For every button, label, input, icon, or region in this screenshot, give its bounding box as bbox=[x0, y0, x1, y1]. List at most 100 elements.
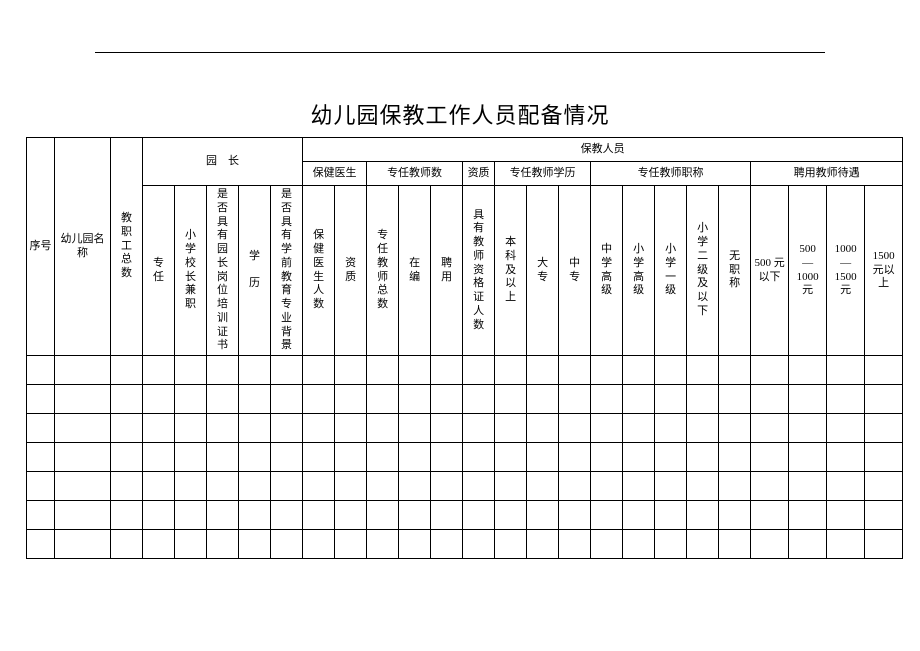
table-cell bbox=[687, 530, 719, 559]
col-health-doctor-group: 保健医生 bbox=[303, 162, 367, 186]
table-cell bbox=[865, 356, 903, 385]
table-cell bbox=[207, 385, 239, 414]
table-cell bbox=[55, 414, 111, 443]
table-cell bbox=[207, 472, 239, 501]
table-cell bbox=[271, 472, 303, 501]
table-cell bbox=[751, 356, 789, 385]
table-cell bbox=[143, 501, 175, 530]
top-horizontal-rule bbox=[95, 52, 825, 53]
table-cell bbox=[207, 530, 239, 559]
col-name: 幼儿园名称 bbox=[55, 138, 111, 356]
table-cell bbox=[239, 501, 271, 530]
table-cell bbox=[591, 385, 623, 414]
table-cell bbox=[865, 443, 903, 472]
table-cell bbox=[239, 385, 271, 414]
table-cell bbox=[527, 443, 559, 472]
table-cell bbox=[687, 414, 719, 443]
table-cell bbox=[175, 356, 207, 385]
table-cell bbox=[827, 385, 865, 414]
table-cell bbox=[463, 501, 495, 530]
table-cell bbox=[367, 530, 399, 559]
col-health-count: 保健医生人数 bbox=[303, 186, 335, 356]
col-edu-secondary: 中专 bbox=[559, 186, 591, 356]
table-cell bbox=[111, 356, 143, 385]
table-cell bbox=[335, 472, 367, 501]
table-cell bbox=[655, 501, 687, 530]
col-qualification-group: 资质 bbox=[463, 162, 495, 186]
table-cell bbox=[271, 414, 303, 443]
header-row-3: 专任 小学校长兼职 是否具有园长岗位培训证书 学 历 是否具有学前教育专业背景 … bbox=[27, 186, 903, 356]
table-cell bbox=[367, 385, 399, 414]
col-salary-1000-1500: 1000—1500元 bbox=[827, 186, 865, 356]
table-cell bbox=[495, 356, 527, 385]
table-cell bbox=[495, 385, 527, 414]
table-row bbox=[27, 501, 903, 530]
table-cell bbox=[335, 414, 367, 443]
table-cell bbox=[399, 530, 431, 559]
table-cell bbox=[463, 385, 495, 414]
table-row bbox=[27, 530, 903, 559]
col-teacher-title-group: 专任教师职称 bbox=[591, 162, 751, 186]
table-cell bbox=[719, 356, 751, 385]
col-principal-primary-head: 小学校长兼职 bbox=[175, 186, 207, 356]
table-cell bbox=[751, 472, 789, 501]
table-cell bbox=[207, 501, 239, 530]
table-cell bbox=[463, 356, 495, 385]
table-cell bbox=[751, 414, 789, 443]
table-cell bbox=[463, 443, 495, 472]
table-cell bbox=[399, 472, 431, 501]
table-cell bbox=[335, 356, 367, 385]
table-cell bbox=[789, 385, 827, 414]
table-cell bbox=[655, 472, 687, 501]
table-cell bbox=[111, 414, 143, 443]
table-cell bbox=[55, 530, 111, 559]
col-title-pri-first: 小学一级 bbox=[655, 186, 687, 356]
table-cell bbox=[463, 530, 495, 559]
table-cell bbox=[655, 414, 687, 443]
table-cell bbox=[239, 443, 271, 472]
table-cell bbox=[175, 443, 207, 472]
table-cell bbox=[527, 530, 559, 559]
table-cell bbox=[687, 501, 719, 530]
table-cell bbox=[143, 356, 175, 385]
table-cell bbox=[303, 385, 335, 414]
table-cell bbox=[687, 385, 719, 414]
table-cell bbox=[719, 530, 751, 559]
table-cell bbox=[175, 385, 207, 414]
table-cell bbox=[527, 385, 559, 414]
table-cell bbox=[865, 385, 903, 414]
table-cell bbox=[399, 385, 431, 414]
col-staff-total: 教职工总数 bbox=[111, 138, 143, 356]
table-cell bbox=[111, 443, 143, 472]
table-cell bbox=[335, 443, 367, 472]
col-principal-fulltime: 专任 bbox=[143, 186, 175, 356]
col-edu-bachelor: 本科及以上 bbox=[495, 186, 527, 356]
staffing-table: 序号 幼儿园名称 教职工总数 园 长 保教人员 保健医生 专任教师数 资质 专任… bbox=[26, 137, 903, 559]
table-cell bbox=[827, 443, 865, 472]
col-title-mid-senior: 中学高级 bbox=[591, 186, 623, 356]
col-principal-group: 园 长 bbox=[143, 138, 303, 186]
table-cell bbox=[303, 530, 335, 559]
col-ft-total: 专任教师总数 bbox=[367, 186, 399, 356]
table-cell bbox=[591, 356, 623, 385]
table-cell bbox=[111, 385, 143, 414]
table-cell bbox=[719, 443, 751, 472]
table-cell bbox=[865, 414, 903, 443]
table-cell bbox=[399, 356, 431, 385]
table-cell bbox=[175, 530, 207, 559]
col-principal-has-post-cert: 是否具有园长岗位培训证书 bbox=[207, 186, 239, 356]
table-cell bbox=[623, 443, 655, 472]
col-teacher-edu-group: 专任教师学历 bbox=[495, 162, 591, 186]
table-cell bbox=[431, 356, 463, 385]
table-cell bbox=[527, 414, 559, 443]
table-cell bbox=[431, 414, 463, 443]
table-cell bbox=[789, 530, 827, 559]
table-cell bbox=[239, 414, 271, 443]
table-cell bbox=[751, 385, 789, 414]
table-cell bbox=[591, 501, 623, 530]
table-cell bbox=[463, 472, 495, 501]
table-row bbox=[27, 414, 903, 443]
table-cell bbox=[559, 530, 591, 559]
table-cell bbox=[827, 414, 865, 443]
table-cell bbox=[55, 472, 111, 501]
